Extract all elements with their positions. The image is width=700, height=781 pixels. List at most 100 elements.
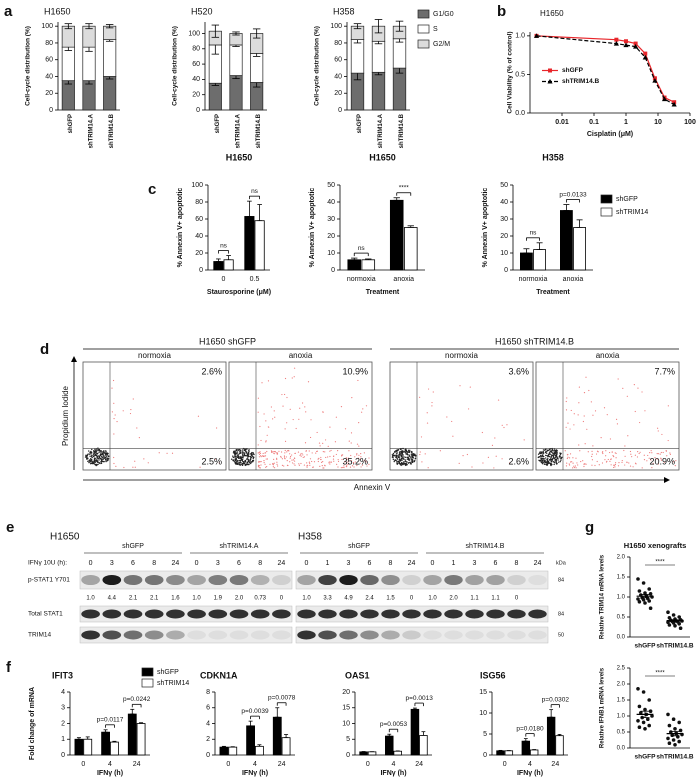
flow-event <box>259 451 261 453</box>
flow-event <box>597 451 599 453</box>
flow-event <box>400 459 402 461</box>
band-quant: 4.4 <box>108 596 117 602</box>
flow-event <box>538 459 540 462</box>
flow-event <box>348 440 350 442</box>
flow-event <box>578 386 580 388</box>
flow-event <box>539 452 541 455</box>
flow-event <box>245 458 248 460</box>
y-tick-label: 2.0 <box>617 682 626 688</box>
flow-event <box>550 451 553 453</box>
flow-event <box>360 456 362 458</box>
data-point <box>673 624 677 628</box>
legend-label: S <box>433 26 438 33</box>
marker <box>548 68 552 73</box>
flow-event <box>548 455 551 458</box>
blot-band <box>402 630 421 640</box>
bar <box>246 725 256 756</box>
flow-event <box>362 408 364 410</box>
bar <box>110 741 119 756</box>
flow-event <box>104 452 106 455</box>
flow-event <box>93 459 96 461</box>
y-tick-label: 0.5 <box>515 71 525 78</box>
flow-event <box>356 454 358 456</box>
marker <box>624 39 628 44</box>
flow-event <box>318 442 321 444</box>
flow-event <box>397 449 400 451</box>
flow-event <box>406 461 408 463</box>
flow-event <box>269 463 271 465</box>
data-point <box>673 743 677 747</box>
flow-event <box>631 456 633 458</box>
legend-swatch <box>417 9 430 19</box>
blot-band <box>272 609 291 619</box>
flow-event <box>352 462 355 464</box>
flow-event <box>247 458 249 461</box>
x-axis-label: IFNγ (h) <box>380 770 406 777</box>
significance-label: ns <box>358 245 366 252</box>
blot-row-label: TRIM14 <box>28 632 52 639</box>
flow-group-title: H1650 shGFP <box>199 336 256 346</box>
flow-event <box>278 450 280 452</box>
bar-segment <box>208 82 222 111</box>
flow-event <box>258 460 260 463</box>
flow-event <box>553 457 556 460</box>
flow-event <box>129 412 132 415</box>
flow-event <box>113 433 115 435</box>
flow-event <box>400 457 403 460</box>
flow-event <box>337 466 339 468</box>
bar <box>403 227 418 271</box>
flow-event <box>236 456 238 459</box>
flow-event <box>132 398 134 400</box>
flow-event <box>325 456 327 459</box>
x-tick-label: shGFP <box>68 114 74 133</box>
flow-event <box>316 431 318 434</box>
flow-event <box>546 458 549 461</box>
flow-event <box>112 379 115 382</box>
bar <box>385 735 394 756</box>
flow-event <box>257 444 259 446</box>
error-bar <box>85 23 93 30</box>
chart-title: H1650 <box>226 152 253 162</box>
bar <box>101 731 110 756</box>
flow-event <box>411 454 413 456</box>
flow-event <box>94 448 96 450</box>
flow-event <box>550 464 552 467</box>
flow-event <box>630 453 632 455</box>
significance-bracket <box>217 250 230 254</box>
error-bar <box>640 594 650 599</box>
flow-event <box>669 453 671 455</box>
flow-event <box>615 452 617 455</box>
flow-event <box>629 450 632 453</box>
blot-band <box>166 574 185 586</box>
flow-event <box>302 454 304 456</box>
flow-event <box>299 407 301 409</box>
flow-event <box>300 462 302 465</box>
flow-event <box>241 458 244 461</box>
time-label: 24 <box>278 560 286 567</box>
flow-event <box>199 466 201 468</box>
significance-bracket <box>566 199 580 203</box>
flow-event <box>308 461 310 463</box>
flow-event <box>568 464 571 466</box>
flow-event <box>359 458 362 460</box>
flow-event <box>113 462 115 465</box>
flow-event <box>106 452 108 454</box>
flow-event <box>294 452 296 455</box>
flow-event <box>482 462 484 464</box>
flow-event <box>337 450 339 452</box>
flow-event <box>556 453 558 455</box>
legend-label: G1/G0 <box>433 11 454 18</box>
x-tick-label: 10 <box>654 119 662 126</box>
flow-event <box>322 442 324 445</box>
flow-event <box>638 452 640 455</box>
blot-band <box>81 609 100 619</box>
flow-event <box>105 460 107 462</box>
flow-event <box>402 455 404 457</box>
flow-event <box>284 377 287 380</box>
flow-event <box>241 449 244 451</box>
flow-event <box>368 463 370 465</box>
legend-label: shGFP <box>562 67 584 74</box>
flow-event <box>542 461 544 464</box>
flow-event <box>95 459 97 461</box>
